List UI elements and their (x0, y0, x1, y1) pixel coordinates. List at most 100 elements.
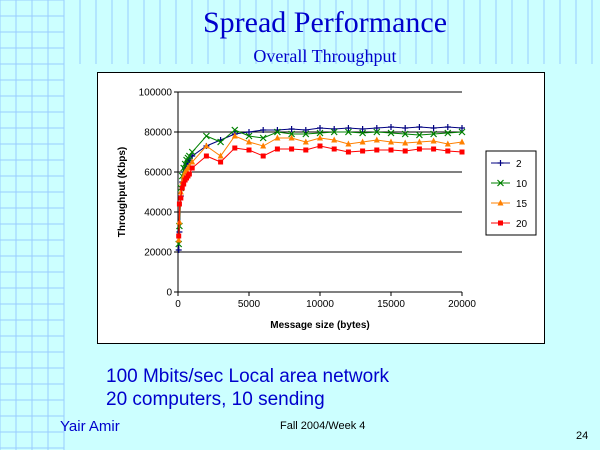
y-tick-label: 20000 (144, 248, 172, 259)
legend-label: 20 (516, 219, 528, 230)
point-marker (217, 152, 224, 159)
point-marker (459, 149, 465, 155)
point-marker (260, 153, 266, 159)
point-marker (245, 132, 253, 140)
point-marker (260, 142, 267, 149)
x-tick-label: 0 (175, 299, 181, 310)
legend-label: 15 (516, 199, 528, 210)
point-marker (344, 128, 352, 136)
body-line-computers: 20 computers, 10 sending (106, 389, 325, 410)
point-marker (345, 149, 351, 155)
point-marker (273, 128, 281, 136)
point-marker (444, 129, 452, 137)
point-marker (498, 220, 503, 226)
point-marker (303, 147, 309, 153)
legend-box (485, 150, 537, 236)
point-marker (497, 160, 504, 166)
point-marker (388, 138, 394, 145)
point-marker (497, 179, 504, 187)
x-tick-label: 5000 (238, 299, 261, 310)
point-marker (402, 148, 408, 154)
slide-subtitle: Overall Throughput (253, 46, 397, 66)
y-axis-label: Throughput (Kbps) (117, 147, 128, 238)
point-marker (177, 188, 184, 195)
point-marker (181, 181, 187, 187)
point-marker (402, 125, 409, 131)
point-marker (430, 130, 438, 138)
point-marker (274, 134, 281, 141)
x-axis-label: Message size (bytes) (270, 320, 370, 331)
legend: 2 10 15 20 (485, 150, 537, 236)
point-marker (331, 136, 338, 143)
y-tick-label: 100000 (139, 88, 173, 99)
point-marker (345, 140, 352, 147)
legend-entry-10: 10 (491, 179, 528, 190)
point-marker (459, 125, 465, 131)
point-marker (186, 171, 192, 177)
point-marker (373, 125, 380, 131)
point-marker (430, 125, 437, 131)
point-marker (289, 146, 295, 152)
point-marker (217, 138, 225, 146)
point-marker (203, 153, 209, 159)
series-line-15 (178, 135, 463, 241)
point-marker (458, 128, 466, 136)
point-marker (331, 126, 338, 132)
point-marker (302, 130, 310, 138)
point-marker (402, 139, 409, 146)
chart-area: 0 20000 40000 60000 80000 100000 0 5000 10000 150… (97, 72, 545, 344)
point-marker (175, 236, 182, 243)
point-marker (232, 145, 238, 151)
point-marker (246, 147, 252, 153)
x-tick-label: 10000 (306, 299, 334, 310)
point-marker (330, 128, 338, 136)
point-marker (189, 165, 195, 171)
point-marker (401, 130, 409, 138)
series-15 (175, 132, 465, 243)
legend-label: 10 (516, 179, 528, 190)
point-marker (445, 148, 451, 154)
point-marker (288, 126, 295, 132)
point-marker (497, 199, 504, 206)
point-marker (218, 159, 224, 165)
y-tick-label: 0 (166, 288, 172, 299)
point-marker (259, 134, 267, 142)
point-marker (316, 129, 324, 137)
author-name: Yair Amir (60, 418, 120, 435)
point-marker (246, 138, 252, 145)
legend-entry-2: 2 (491, 159, 522, 170)
point-marker (176, 233, 182, 239)
point-marker (181, 160, 189, 168)
point-marker (178, 195, 184, 201)
point-marker (203, 142, 210, 149)
point-marker (288, 134, 295, 141)
point-marker (202, 132, 210, 140)
point-marker (360, 148, 366, 154)
point-marker (345, 125, 352, 131)
point-marker (302, 127, 309, 133)
point-marker (231, 126, 239, 134)
y-tick-label: 40000 (144, 208, 172, 219)
series-20 (176, 143, 465, 239)
footer-date: Fall 2004/Week 4 (280, 420, 366, 432)
slide-title: Spread Performance (202, 6, 448, 39)
point-marker (359, 138, 366, 145)
point-marker (331, 146, 337, 152)
point-marker (459, 138, 465, 145)
point-marker (387, 129, 395, 137)
point-marker (373, 136, 380, 143)
point-marker (189, 158, 196, 165)
point-marker (176, 201, 182, 207)
legend-entry-15: 15 (491, 199, 528, 210)
point-marker (179, 185, 185, 191)
point-marker (416, 124, 423, 130)
point-marker (317, 125, 323, 131)
point-marker (416, 146, 422, 152)
point-marker (388, 124, 394, 130)
point-marker (388, 147, 394, 153)
point-marker (274, 146, 280, 152)
point-marker (416, 138, 423, 145)
point-marker (430, 137, 437, 144)
point-marker (302, 138, 309, 145)
